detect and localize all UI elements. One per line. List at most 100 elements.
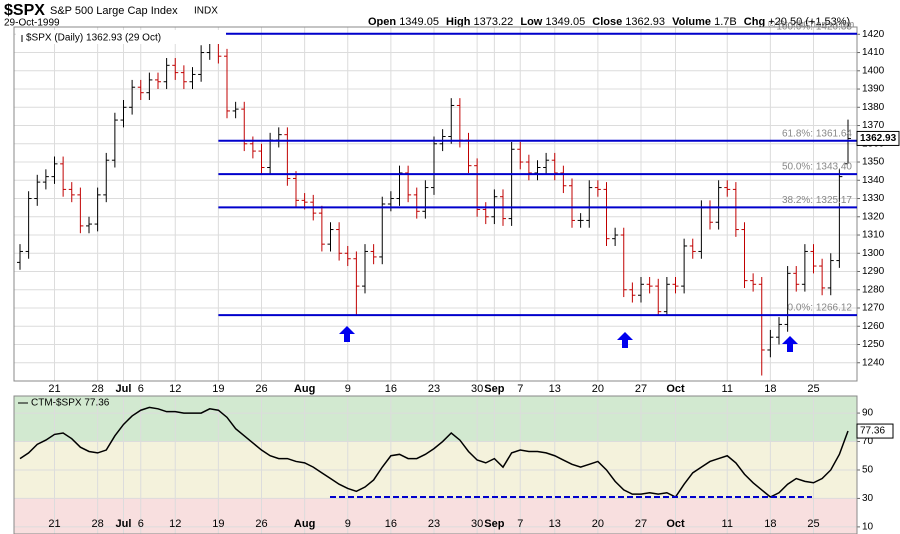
quote-line: Open 1349.05 High 1373.22 Low 1349.05 Cl… <box>368 16 850 28</box>
exchange: INDX <box>194 6 218 17</box>
y-tick-label: 90 <box>862 408 874 419</box>
last-price-box <box>856 130 900 146</box>
plot-layer: 1240125012601270128012901300131013201330… <box>13 21 900 534</box>
close-label: Close <box>592 16 622 28</box>
x-tick-label: 23 <box>428 518 440 530</box>
x-tick-label: 13 <box>549 383 561 395</box>
x-tick-label: Aug <box>294 383 315 395</box>
x-tick-label: Jul <box>116 518 132 530</box>
x-tick-label: 21 <box>48 383 60 395</box>
x-tick-label: 7 <box>517 518 523 530</box>
low-label: Low <box>520 16 542 28</box>
arrow <box>781 336 799 352</box>
y-tick-label: 1300 <box>862 248 885 259</box>
panel-frame <box>13 395 858 534</box>
y-tick-label: 30 <box>862 493 874 504</box>
legend-box <box>16 30 226 44</box>
close-value: 1362.93 <box>625 16 665 28</box>
x-tick-label: 12 <box>169 518 181 530</box>
y-tick-label: 1250 <box>862 339 885 350</box>
high-label: High <box>446 16 471 28</box>
volume-value: 1.7B <box>714 16 737 28</box>
security-name: S&P 500 Large Cap Index <box>50 5 178 17</box>
x-tick-label: Oct <box>666 383 685 395</box>
x-tick-label: 27 <box>635 518 647 530</box>
y-tick-label: 1350 <box>862 157 885 168</box>
x-tick-label: 18 <box>764 518 776 530</box>
last-value: 77.36 <box>860 426 885 437</box>
band <box>14 396 857 442</box>
y-tick-label: 1280 <box>862 284 885 295</box>
high-value: 1373.22 <box>474 16 514 28</box>
x-tick-label: 6 <box>138 383 144 395</box>
x-tick-label: 27 <box>635 383 647 395</box>
x-tick-label: 7 <box>517 383 523 395</box>
x-tick-label: 26 <box>255 518 267 530</box>
volume-label: Volume <box>672 16 711 28</box>
y-tick-label: 1270 <box>862 303 885 314</box>
y-tick-label: 10 <box>862 522 874 533</box>
x-tick-label: 12 <box>169 383 181 395</box>
y-tick-label: 1290 <box>862 266 885 277</box>
y-tick-label: 50 <box>862 465 874 476</box>
x-tick-label: 25 <box>807 518 819 530</box>
x-tick-label: 21 <box>48 518 60 530</box>
x-tick-label: 25 <box>807 383 819 395</box>
x-tick-label: 28 <box>92 383 104 395</box>
band <box>14 498 857 534</box>
panel-frame <box>13 26 858 382</box>
x-tick-label: 11 <box>722 383 733 395</box>
x-tick-label: 26 <box>255 383 267 395</box>
fib-label: 38.2%: 1325.17 <box>782 195 852 206</box>
y-tick-label: 1380 <box>862 102 885 113</box>
x-tick-label: 16 <box>385 383 397 395</box>
change-value: +20.50 (+1.53%) <box>768 16 850 28</box>
x-tick-label: 30 <box>471 518 483 530</box>
legend: $SPX (Daily) 1362.93 (29 Oct) <box>26 33 161 44</box>
y-tick-label: 1420 <box>862 29 885 40</box>
last-price: 1362.93 <box>860 133 897 144</box>
x-tick-label: 30 <box>471 383 483 395</box>
panel-background <box>14 27 857 381</box>
x-tick-label: 20 <box>592 518 604 530</box>
x-tick-label: Sep <box>484 383 504 395</box>
change-label: Chg <box>744 16 765 28</box>
symbol: $SPX <box>4 2 45 19</box>
low-value: 1349.05 <box>545 16 585 28</box>
open-label: Open <box>368 16 396 28</box>
arrow <box>338 326 356 342</box>
fib-label: 61.8%: 1361.64 <box>782 128 852 139</box>
fib-label: 50.0%: 1343.40 <box>782 162 852 173</box>
x-tick-label: Jul <box>116 383 132 395</box>
y-tick-label: 1370 <box>862 120 885 131</box>
x-tick-label: 19 <box>212 518 224 530</box>
fib-label: 0.0%: 1266.12 <box>788 303 853 314</box>
open-value: 1349.05 <box>399 16 439 28</box>
x-tick-label: 6 <box>138 518 144 530</box>
y-tick-label: 1410 <box>862 47 885 58</box>
x-tick-label: 13 <box>549 518 561 530</box>
y-tick-label: 1320 <box>862 211 885 222</box>
x-tick-label: Oct <box>666 518 685 530</box>
copyright: © StockCharts.com <box>768 20 854 31</box>
x-tick-label: 28 <box>92 518 104 530</box>
x-tick-label: 20 <box>592 383 604 395</box>
y-tick-label: 1390 <box>862 84 885 95</box>
x-tick-label: 9 <box>345 383 351 395</box>
x-tick-label: Sep <box>484 518 504 530</box>
y-tick-label: 1330 <box>862 193 885 204</box>
fib-label: 100.0%: 1420.33 <box>776 21 852 32</box>
x-tick-label: Aug <box>294 518 315 530</box>
x-tick-label: 19 <box>212 383 224 395</box>
x-tick-label: 16 <box>385 518 397 530</box>
x-tick-label: 11 <box>722 518 733 530</box>
legend: CTM-$SPX 77.36 <box>31 398 110 409</box>
last-value-box <box>856 423 894 439</box>
arrows <box>338 326 799 352</box>
y-tick-label: 1260 <box>862 321 885 332</box>
arrow <box>616 332 634 348</box>
y-tick-label: 1240 <box>862 357 885 368</box>
y-tick-label: 1340 <box>862 175 885 186</box>
y-tick-label: 1400 <box>862 65 885 76</box>
